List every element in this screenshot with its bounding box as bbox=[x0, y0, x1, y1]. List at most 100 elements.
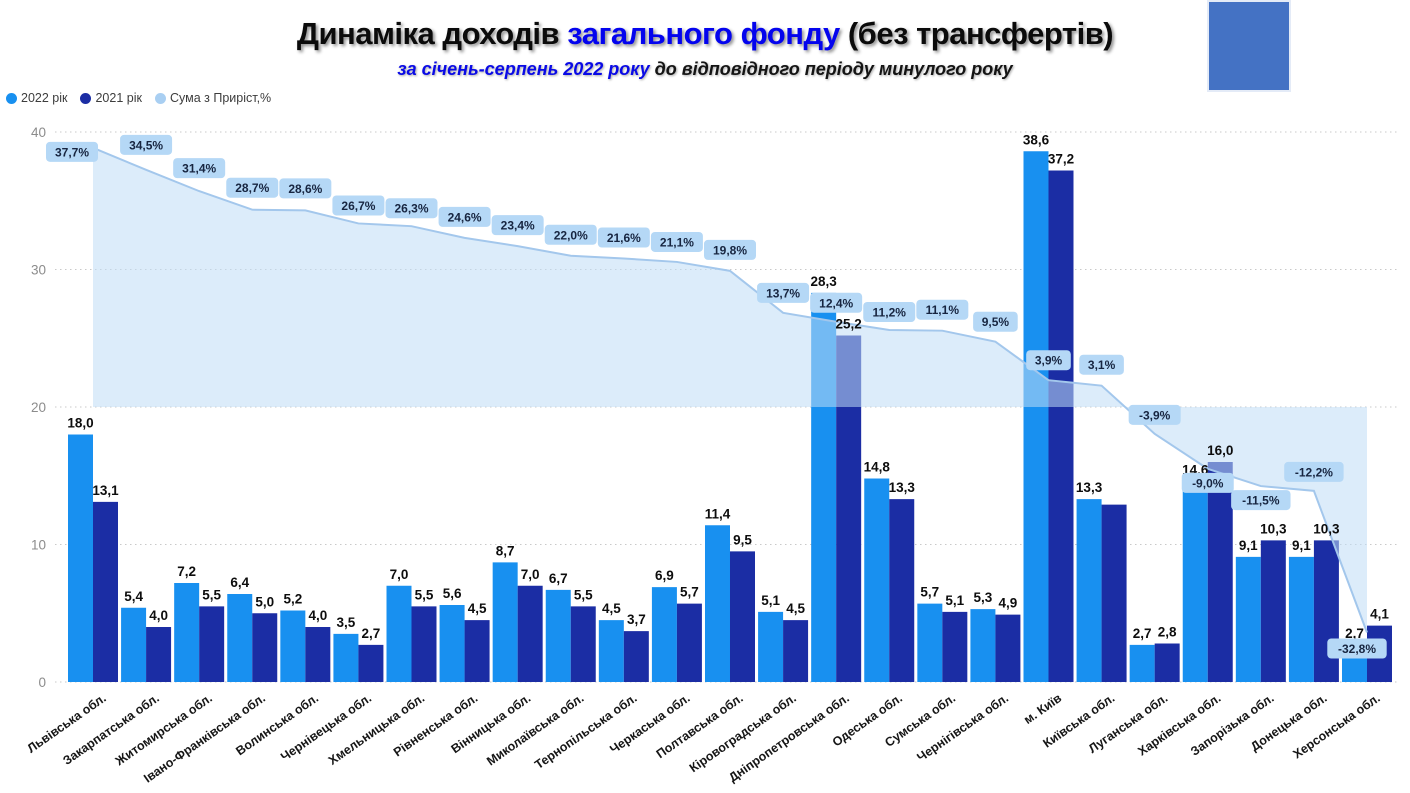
bar-2021-19[interactable] bbox=[1101, 504, 1127, 682]
page-title: Динаміка доходів загального фонду (без т… bbox=[0, 16, 1410, 52]
bar-label-2021-10: 3,7 bbox=[627, 612, 646, 627]
x-axis-label-24: Херсонська обл. bbox=[1290, 691, 1382, 761]
growth-label-18: 3,9% bbox=[1026, 350, 1071, 371]
y-axis-tick-10: 10 bbox=[31, 538, 46, 553]
bar-2021-21[interactable] bbox=[1207, 462, 1233, 682]
subtitle-part-1: за січень-серпень 2022 року bbox=[397, 59, 655, 79]
growth-label-text-14: 12,4% bbox=[819, 296, 853, 310]
growth-label-pill-6 bbox=[385, 198, 438, 219]
bar-2021-11[interactable] bbox=[676, 603, 702, 682]
bar-label-2022-10: 4,5 bbox=[602, 601, 621, 616]
bar-2022-23[interactable] bbox=[1288, 556, 1314, 682]
growth-label-pill-0 bbox=[46, 141, 98, 162]
bar-2021-22[interactable] bbox=[1260, 540, 1286, 682]
bar-2021-4[interactable] bbox=[305, 627, 331, 682]
growth-label-text-1: 34,5% bbox=[129, 138, 163, 152]
bar-2022-8[interactable] bbox=[492, 562, 518, 682]
growth-label-pill-5 bbox=[332, 195, 385, 216]
bar-2021-0[interactable] bbox=[93, 501, 118, 682]
bar-2022-15[interactable] bbox=[864, 478, 890, 683]
growth-label-pill-4 bbox=[279, 178, 332, 199]
x-axis-label-17: Чернігівська обл. bbox=[914, 691, 1011, 765]
bar-2022-11[interactable] bbox=[651, 587, 677, 682]
bar-2022-13[interactable] bbox=[758, 611, 784, 682]
growth-label-pill-20 bbox=[1128, 404, 1181, 425]
bar-2021-6[interactable] bbox=[411, 606, 437, 682]
bar-2021-20[interactable] bbox=[1154, 643, 1180, 683]
growth-label-text-11: 21,1% bbox=[660, 235, 694, 249]
bar-2022-12[interactable] bbox=[704, 525, 730, 682]
bar-label-2022-14: 28,3 bbox=[811, 274, 838, 289]
growth-label-pill-11 bbox=[650, 231, 703, 252]
growth-label-2: 31,4% bbox=[173, 158, 226, 179]
legend-item-2021[interactable]: 2021 рік bbox=[80, 91, 142, 105]
bar-2022-17[interactable] bbox=[970, 609, 996, 682]
bar-label-2021-15: 13,3 bbox=[889, 480, 916, 495]
bar-2022-1[interactable] bbox=[121, 607, 147, 682]
bar-2021-5[interactable] bbox=[358, 644, 384, 682]
bar-2022-10[interactable] bbox=[598, 620, 624, 682]
growth-label-7: 24,6% bbox=[438, 206, 491, 227]
growth-label-text-3: 28,7% bbox=[235, 181, 269, 195]
growth-label-3: 28,7% bbox=[226, 177, 279, 198]
bar-2022-3[interactable] bbox=[227, 594, 253, 682]
bar-2022-19[interactable] bbox=[1076, 499, 1102, 682]
bar-2022-6[interactable] bbox=[386, 585, 412, 682]
x-axis-label-5: Чернівецька обл. bbox=[278, 691, 374, 764]
legend-dot-2021-icon bbox=[80, 92, 92, 104]
growth-label-20: -3,9% bbox=[1128, 404, 1181, 425]
bar-2021-18[interactable] bbox=[1048, 170, 1074, 683]
legend-label-2022: 2022 рік bbox=[21, 91, 68, 105]
bar-2022-0[interactable] bbox=[68, 434, 93, 683]
y-axis-tick-0: 0 bbox=[38, 675, 46, 690]
bar-2022-22[interactable] bbox=[1235, 556, 1261, 682]
bar-2022-18[interactable] bbox=[1023, 151, 1049, 682]
growth-label-6: 26,3% bbox=[385, 198, 438, 219]
growth-label-text-21: -9,0% bbox=[1192, 476, 1224, 490]
bar-label-2021-3: 5,0 bbox=[255, 594, 274, 609]
growth-label-pill-17 bbox=[973, 311, 1018, 332]
growth-label-text-0: 37,7% bbox=[55, 145, 89, 159]
bar-2021-8[interactable] bbox=[517, 585, 543, 682]
bar-2021-23[interactable] bbox=[1313, 540, 1339, 682]
legend-item-2022[interactable]: 2022 рік bbox=[6, 91, 67, 105]
growth-label-pill-8 bbox=[491, 215, 544, 236]
bar-2021-12[interactable] bbox=[729, 551, 755, 682]
growth-label-16: 11,1% bbox=[916, 299, 969, 320]
growth-label-8: 23,4% bbox=[491, 215, 544, 236]
growth-label-pill-1 bbox=[120, 134, 173, 155]
growth-label-text-4: 28,6% bbox=[288, 182, 322, 196]
bar-2022-9[interactable] bbox=[545, 589, 571, 682]
growth-label-9: 22,0% bbox=[544, 224, 597, 245]
legend-item-growth[interactable]: Сума з Приріст,% bbox=[154, 91, 271, 105]
bar-2021-3[interactable] bbox=[252, 613, 278, 682]
bar-2021-16[interactable] bbox=[942, 611, 968, 682]
bar-2022-20[interactable] bbox=[1129, 644, 1155, 682]
bar-label-2021-23: 10,3 bbox=[1313, 521, 1340, 536]
bar-2022-21[interactable] bbox=[1182, 481, 1208, 682]
subtitle-part-2: до відповідного періоду минулого року bbox=[654, 59, 1013, 79]
bar-2022-16[interactable] bbox=[917, 603, 943, 682]
x-axis-label-1: Закарпатська обл. bbox=[60, 691, 161, 768]
growth-label-12: 19,8% bbox=[703, 239, 756, 260]
bar-2021-2[interactable] bbox=[199, 606, 225, 682]
y-axis-tick-40: 40 bbox=[31, 125, 46, 140]
bar-2021-15[interactable] bbox=[889, 499, 915, 682]
bar-2021-10[interactable] bbox=[623, 631, 649, 682]
bar-2022-2[interactable] bbox=[174, 583, 200, 682]
x-axis-label-12: Полтавська обл. bbox=[654, 691, 746, 761]
bar-2022-7[interactable] bbox=[439, 605, 465, 682]
bar-2022-4[interactable] bbox=[280, 610, 306, 683]
bar-2021-17[interactable] bbox=[995, 614, 1021, 682]
bar-2022-5[interactable] bbox=[333, 633, 359, 682]
bar-2021-13[interactable] bbox=[783, 620, 809, 682]
bar-label-2022-20: 2,7 bbox=[1133, 626, 1152, 641]
bar-2021-1[interactable] bbox=[146, 627, 172, 682]
growth-label-text-12: 19,8% bbox=[713, 243, 747, 257]
bar-2021-9[interactable] bbox=[570, 606, 596, 682]
growth-label-17: 9,5% bbox=[973, 311, 1018, 332]
bar-2021-7[interactable] bbox=[464, 620, 490, 682]
bar-label-2021-1: 4,0 bbox=[149, 608, 168, 623]
growth-label-text-13: 13,7% bbox=[766, 286, 800, 300]
growth-label-text-10: 21,6% bbox=[607, 231, 641, 245]
